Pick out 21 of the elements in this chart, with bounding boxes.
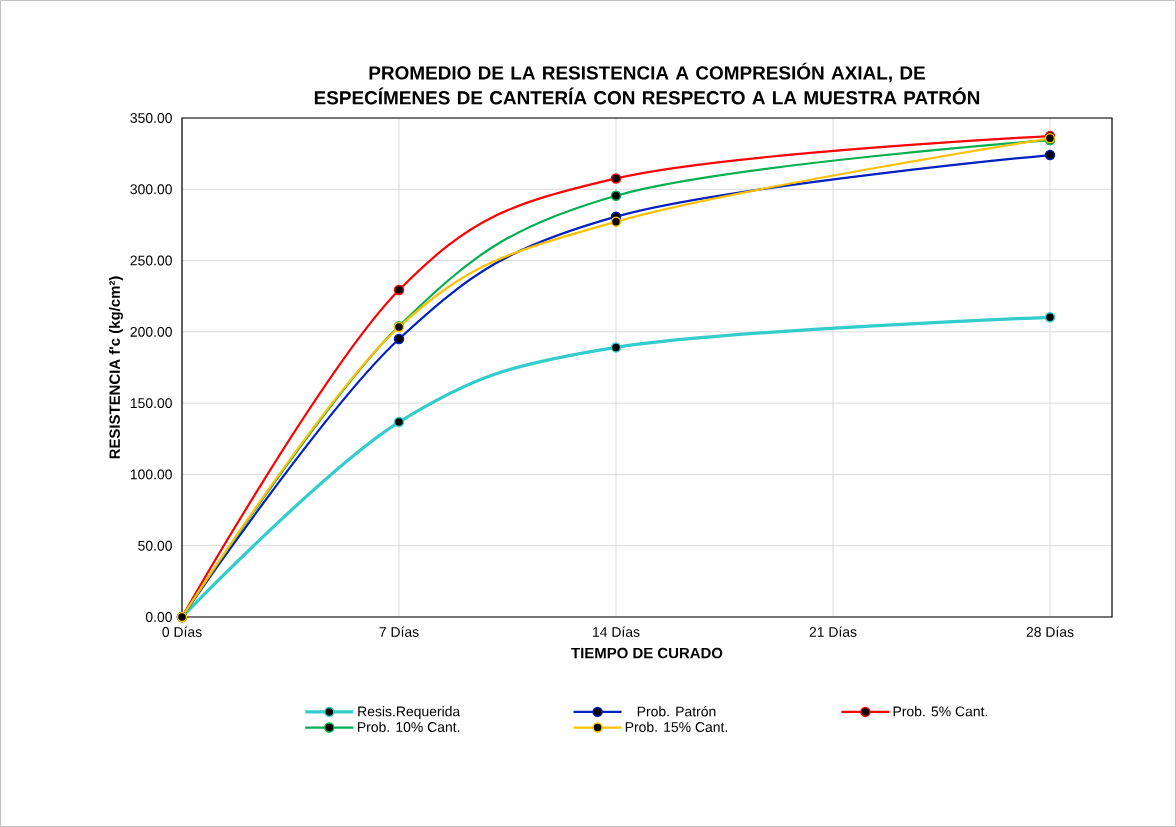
legend-label: Resis.Requerida <box>358 706 461 720</box>
legend-label: Prob. 5% Cant. <box>893 706 988 717</box>
x-tick-label: 0 Días <box>162 626 202 637</box>
x-tick-label: 14 Días <box>593 626 640 637</box>
y-tick-label: 350.00 <box>130 113 172 123</box>
legend-label: Prob. 10% Cant. <box>358 721 460 732</box>
x-tick-label: 21 Días <box>809 626 857 637</box>
x-tick-label: 7 Días <box>379 626 419 637</box>
legend-label: Prob. 15% Cant. <box>625 721 728 732</box>
y-tick-label: 150.00 <box>130 398 172 409</box>
y-tick-label: 200.00 <box>130 326 172 337</box>
legend-label: Prob. Patrón <box>637 705 716 717</box>
y-tick-label: 50.00 <box>138 540 172 551</box>
y-tick-label: 250.00 <box>130 255 172 266</box>
x-tick-label: 28 Días <box>1026 626 1074 637</box>
x-axis-title: TIEMPO DE CURADO <box>571 647 723 659</box>
chart-title: PROMEDIO DE LA RESISTENCIA A COMPRESIÓN AXIAL, DE ESPECÍMENES DE CANTERÍA CON RESPECTO A LA MUESTRA PATRÓN <box>314 62 980 105</box>
y-tick-label: 300.00 <box>130 184 172 195</box>
y-tick-label: 100.00 <box>130 469 172 480</box>
y-tick-label: 0.00 <box>145 612 172 622</box>
y-axis-title: RESISTENCIA f'c (kg/cm²) <box>108 276 123 459</box>
